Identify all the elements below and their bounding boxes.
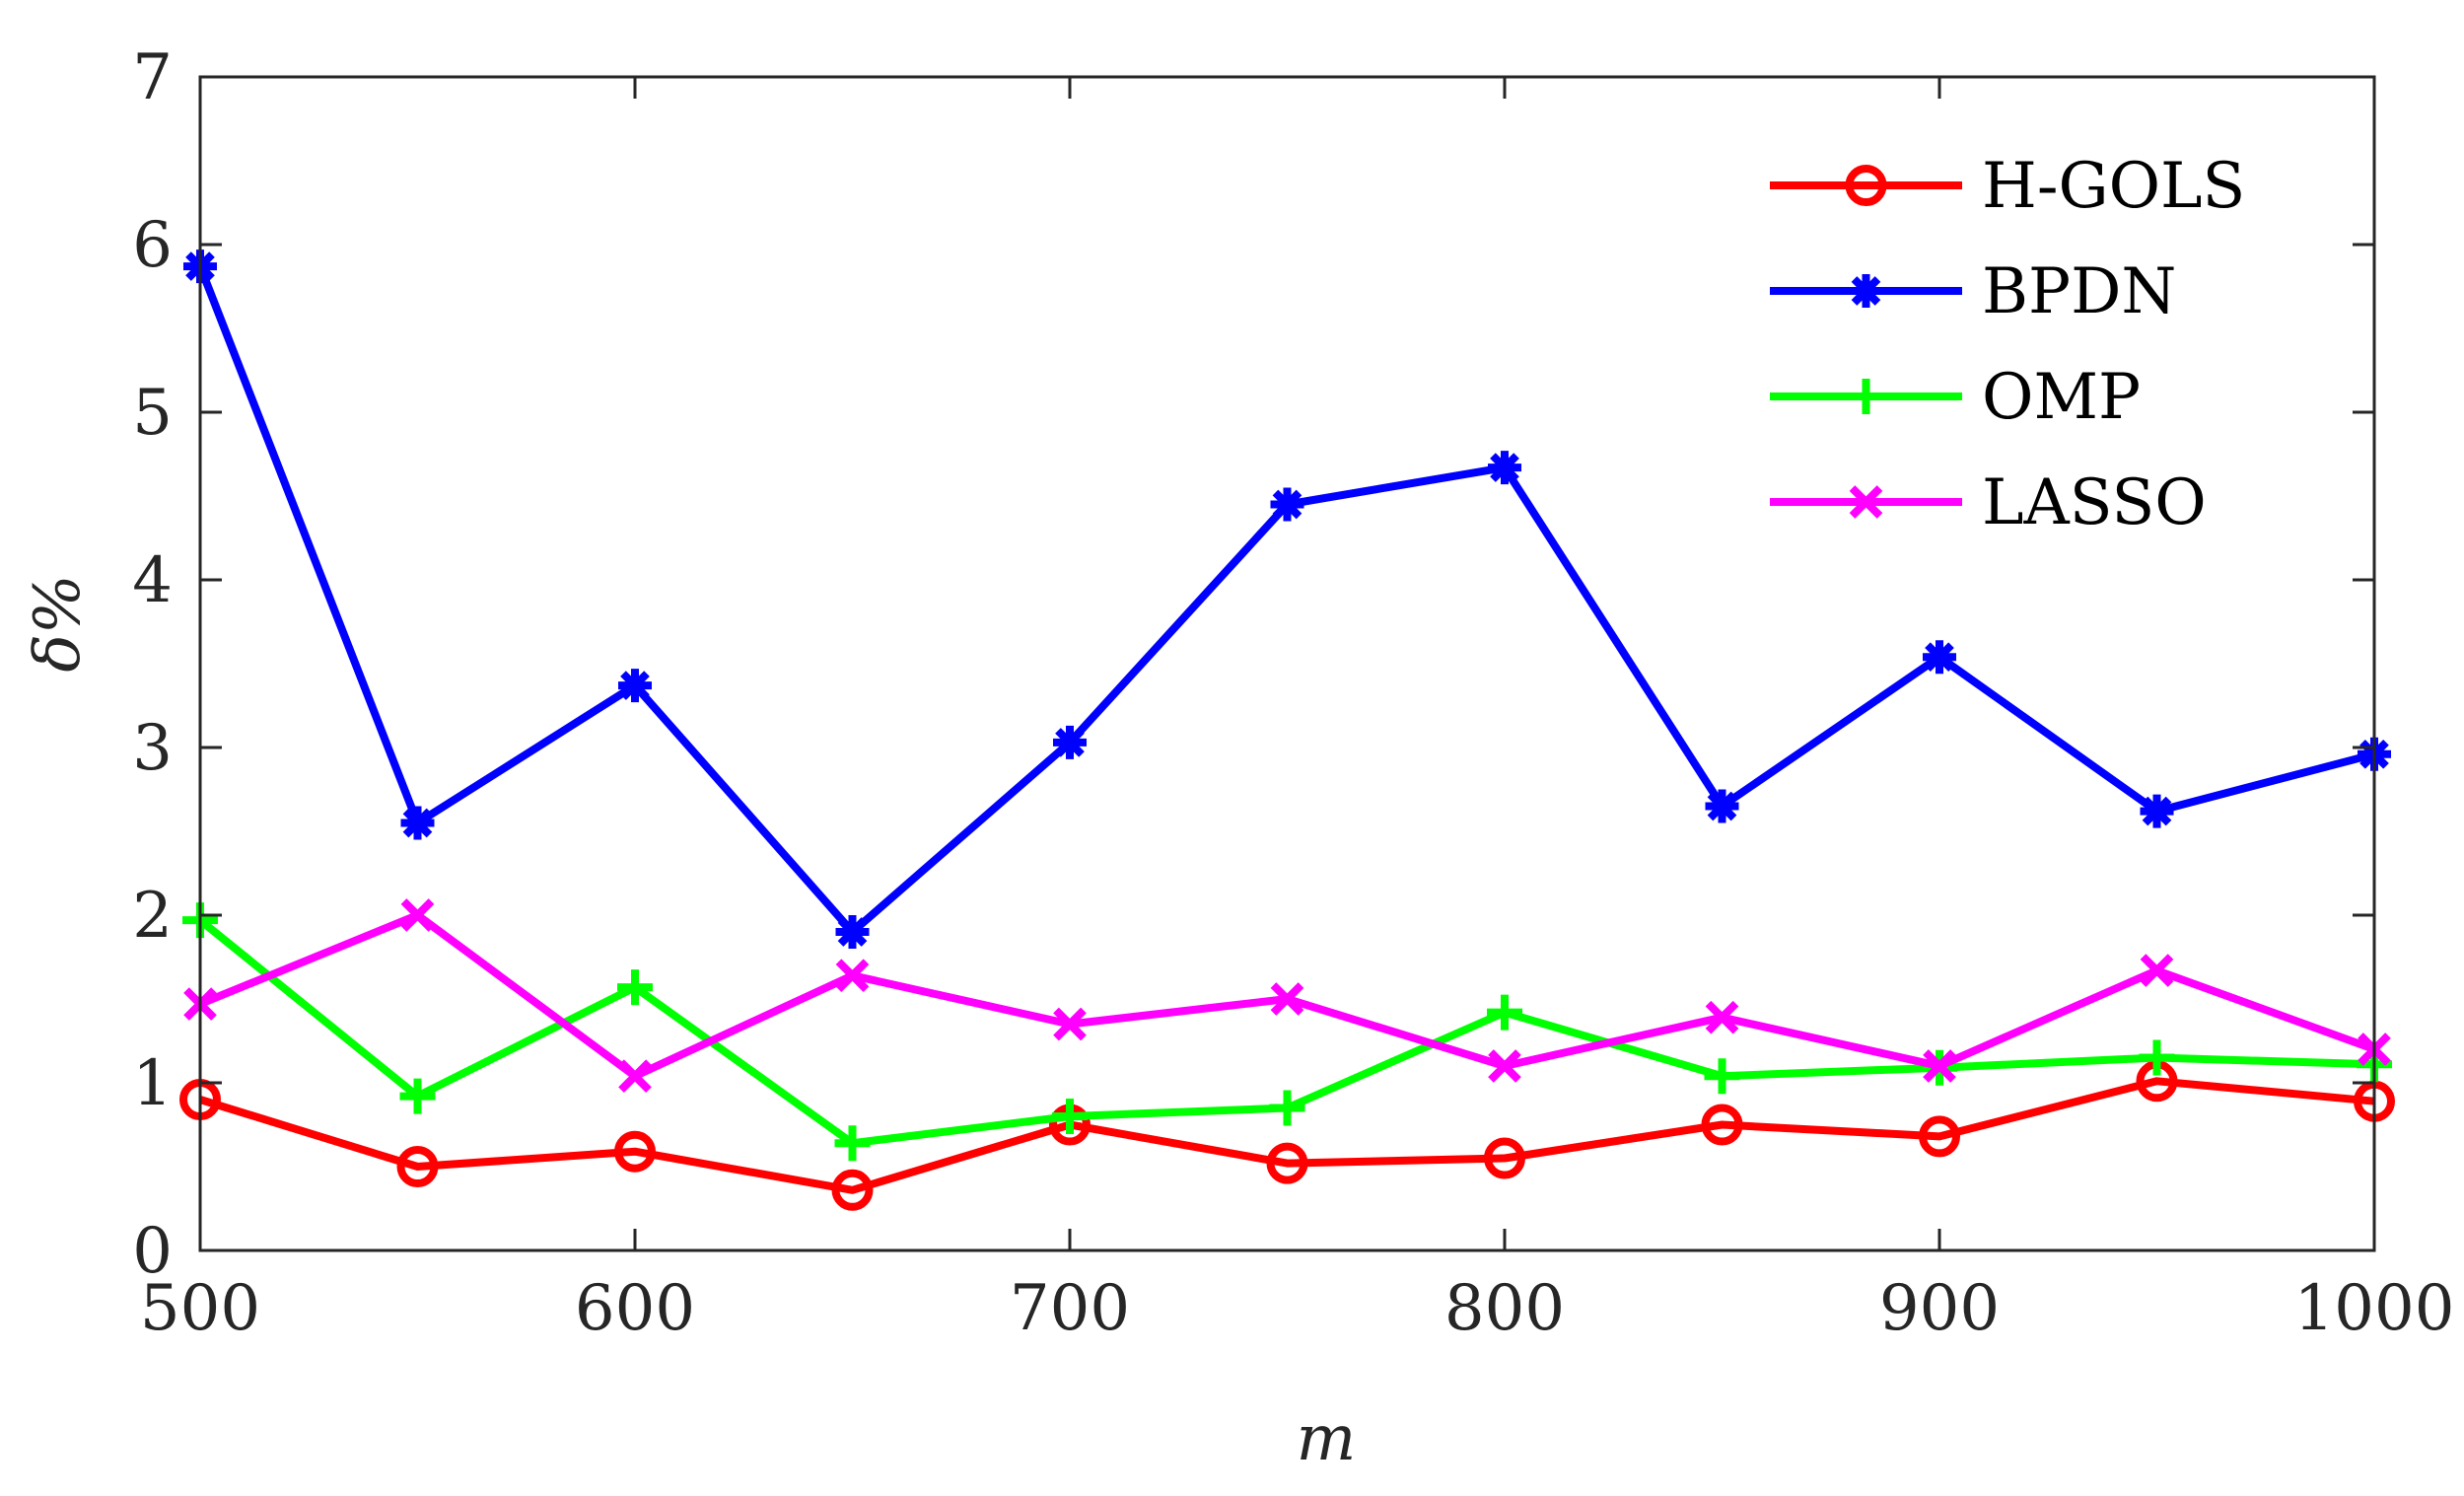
data-point-omp [1052, 1099, 1088, 1134]
data-point-omp [1487, 994, 1522, 1031]
data-point-h-gols [1484, 1137, 1525, 1179]
data-point-bpdn [1705, 789, 1739, 823]
data-point-omp [2139, 1039, 2175, 1076]
legend-marker-h-gols [1845, 165, 1887, 206]
plot-area [200, 77, 2374, 1250]
y-tick-label: 6 [132, 209, 173, 282]
legend-marker-bpdn [1849, 274, 1883, 308]
data-point-omp [834, 1125, 871, 1162]
x-axis-label: m [1297, 1402, 1357, 1475]
data-point-bpdn [2140, 794, 2174, 828]
data-point-bpdn [835, 915, 870, 949]
data-point-lasso [1270, 982, 1304, 1016]
data-point-omp [617, 969, 653, 1006]
data-point-lasso [835, 959, 870, 993]
x-tick-label: 900 [1879, 1272, 2000, 1345]
data-point-bpdn [618, 669, 652, 703]
y-tick-label: 5 [132, 377, 173, 450]
data-point-bpdn [1923, 640, 1956, 675]
data-point-bpdn [1270, 487, 1304, 522]
y-tick-label: 2 [132, 880, 173, 953]
x-tick-label: 700 [1010, 1272, 1130, 1345]
y-tick-label: 3 [132, 712, 173, 785]
x-tick-label: 800 [1444, 1272, 1565, 1345]
legend-entry-h-gols: H-GOLS [1770, 150, 2245, 223]
data-point-lasso [1053, 1007, 1087, 1041]
legend-marker-omp [1848, 379, 1884, 414]
legend-entry-omp: OMP [1770, 361, 2141, 434]
legend-label-lasso: LASSO [1982, 466, 2207, 539]
data-point-omp [399, 1078, 436, 1114]
data-point-bpdn [400, 806, 435, 840]
x-tick-label: 1000 [2294, 1272, 2455, 1345]
y-tick-label: 7 [132, 41, 173, 114]
legend: H-GOLS BPDN OMP LASSO [1770, 150, 2245, 539]
data-point-lasso [1705, 1000, 1739, 1034]
data-point-omp [1269, 1090, 1305, 1126]
axes-layer: 500 600 700 800 900 1000 0 1 2 3 4 5 6 7 [132, 41, 2454, 1345]
y-tick-label: 4 [132, 544, 173, 617]
y-tick-label: 1 [132, 1047, 173, 1120]
data-point-h-gols [614, 1130, 656, 1173]
x-tick-label: 600 [575, 1272, 695, 1345]
y-axis-label: δ% [22, 574, 95, 672]
data-point-h-gols [1701, 1104, 1743, 1146]
data-point-lasso [1488, 1049, 1521, 1083]
series-layer [179, 249, 2395, 1211]
plot-background [200, 77, 2374, 1250]
legend-marker-lasso [1849, 485, 1883, 519]
data-point-bpdn [1488, 451, 1521, 485]
plot-frame [198, 75, 2376, 1252]
x-tick-label: 500 [140, 1272, 260, 1345]
data-point-lasso [2140, 954, 2174, 987]
legend-label-omp: OMP [1982, 361, 2141, 434]
data-point-h-gols [396, 1146, 439, 1187]
data-point-bpdn [1053, 725, 1087, 759]
legend-label-h-gols: H-GOLS [1982, 150, 2245, 223]
legend-entry-bpdn: BPDN [1770, 255, 2176, 328]
series-line-h-gols [198, 1077, 2375, 1194]
legend-entry-lasso: LASSO [1770, 466, 2207, 539]
data-point-h-gols [831, 1169, 874, 1211]
data-point-h-gols [1266, 1142, 1308, 1184]
data-point-h-gols [1919, 1115, 1960, 1158]
data-point-omp [1704, 1058, 1740, 1095]
legend-label-bpdn: BPDN [1982, 255, 2176, 328]
data-point-lasso [1923, 1049, 1956, 1083]
y-tick-label: 0 [132, 1215, 173, 1288]
data-point-lasso [400, 898, 435, 932]
data-point-lasso [618, 1059, 652, 1094]
series-lasso [183, 898, 2391, 1094]
